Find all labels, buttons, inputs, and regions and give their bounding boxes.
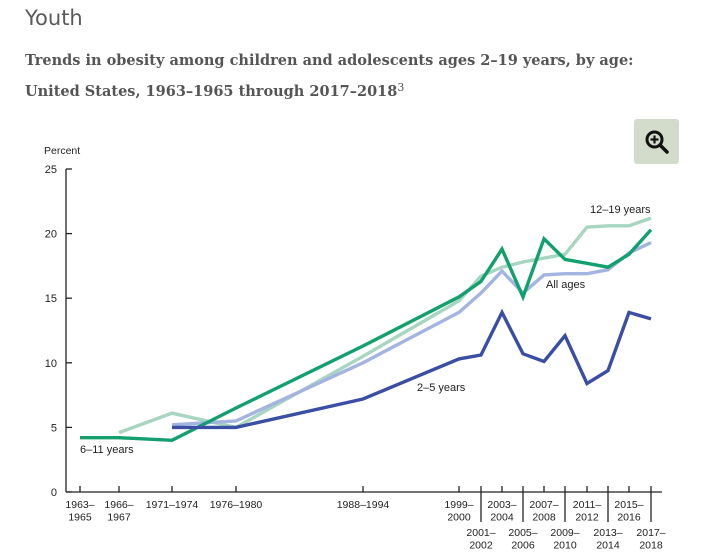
- series-annotation: All ages: [546, 279, 586, 291]
- x-tick-label: 1971–1974: [146, 499, 199, 511]
- series-lines: [80, 216, 653, 443]
- series-line-12-19-years: [118, 216, 652, 435]
- y-tick-label: 20: [45, 229, 57, 241]
- y-tick-label: 15: [45, 293, 57, 305]
- chart-caption: Trends in obesity among children and ado…: [25, 47, 685, 105]
- y-tick-label: 25: [45, 164, 57, 176]
- section-title: Youth: [25, 6, 83, 30]
- x-tick-label: 2009– 2010: [550, 527, 579, 552]
- x-tick-label: 1999– 2000: [444, 499, 473, 524]
- x-tick-label: 2003– 2004: [487, 499, 516, 524]
- x-tick-label: 2011– 2012: [573, 499, 602, 524]
- x-tick-label: 2007– 2008: [529, 499, 558, 524]
- series-line-2-5-years: [172, 308, 652, 430]
- series-annotations: 12–19 years All ages 6–11 years 2–5 years: [80, 204, 651, 456]
- x-tick-label: 1976–1980: [210, 499, 263, 511]
- series-line-all-ages: [171, 241, 652, 427]
- axes: 0 5 10 15 20 25 1963– 1965 1966– 1967 1971–1974 197…: [45, 164, 666, 552]
- series-line-6-11-years: [80, 228, 653, 443]
- y-tick-label: 10: [45, 358, 57, 370]
- y-axis-label: Percent: [44, 145, 80, 157]
- zoom-chart-button[interactable]: [634, 119, 679, 164]
- x-tick-label: 1988–1994: [337, 499, 390, 511]
- footnote-ref[interactable]: 3: [397, 81, 405, 94]
- y-tick-label: 0: [51, 487, 57, 499]
- y-tick-label: 5: [51, 422, 57, 434]
- x-tick-label: 2015– 2016: [614, 499, 643, 524]
- caption-text: Trends in obesity among children and ado…: [25, 52, 634, 100]
- x-tick-label: 2001– 2002: [466, 527, 495, 552]
- x-tick-label: 1963– 1965: [65, 499, 94, 524]
- x-tick-label: 2005– 2006: [508, 527, 537, 552]
- series-annotation: 12–19 years: [590, 204, 651, 216]
- zoom-in-icon: [645, 130, 669, 154]
- series-annotation: 6–11 years: [80, 444, 134, 456]
- series-annotation: 2–5 years: [417, 382, 466, 394]
- x-tick-label: 1966– 1967: [104, 499, 133, 524]
- x-tick-label: 2013– 2014: [593, 527, 622, 552]
- x-tick-label: 2017– 2018: [636, 527, 665, 552]
